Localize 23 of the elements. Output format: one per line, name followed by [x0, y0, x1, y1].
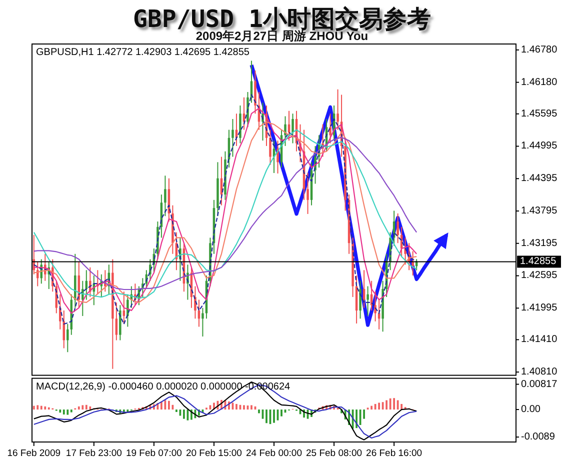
x-tick-label: 19 Feb 07:00: [126, 448, 182, 459]
x-tick-label: 24 Feb 00:00: [246, 448, 302, 459]
x-tick-label: 16 Feb 2009: [7, 448, 61, 459]
y-tick-label: 1.40810: [521, 366, 558, 378]
y-tick-label: 1.46180: [521, 76, 558, 88]
y-tick-label: -0.0089: [521, 432, 556, 443]
x-tick-label: 25 Feb 08:00: [306, 448, 362, 459]
y-tick-label: 1.44995: [521, 140, 558, 152]
y-tick-label: 1.45595: [521, 108, 558, 120]
x-tick-label: 26 Feb 16:00: [366, 448, 422, 459]
x-tick-label: 20 Feb 15:00: [186, 448, 242, 459]
y-tick-label: 1.41995: [521, 302, 558, 314]
y-tick-label: 1.46780: [521, 44, 558, 56]
annotation: GBPUSD,H1 1.42772 1.42903 1.42695 1.42855: [36, 47, 250, 58]
y-tick-label: 1.43195: [521, 238, 558, 249]
y-tick-label: 0.00817: [521, 378, 558, 390]
x-tick-label: 17 Feb 23:00: [66, 448, 122, 459]
y-tick-label: 1.41410: [521, 334, 558, 346]
y-tick-label: 0.00: [521, 404, 541, 416]
y-tick-label: 1.42595: [521, 270, 558, 282]
y-tick-label: 1.44395: [521, 173, 558, 184]
ref-line-label: 1.42855: [520, 256, 557, 268]
y-tick-label: 1.43795: [521, 205, 558, 216]
